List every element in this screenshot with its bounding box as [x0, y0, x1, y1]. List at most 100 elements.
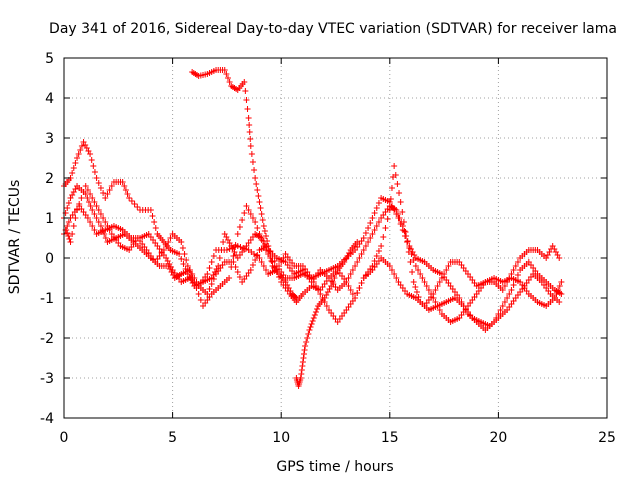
data-point: [417, 271, 424, 277]
data-point: [362, 230, 369, 236]
data-point: [387, 196, 394, 202]
data-point: [310, 315, 317, 321]
data-point: [367, 220, 374, 226]
data-point: [97, 223, 104, 229]
data-point: [260, 223, 267, 229]
data-point: [64, 230, 71, 236]
data-point: [358, 251, 365, 257]
x-tick-label: 15: [381, 430, 399, 446]
data-point: [234, 269, 241, 275]
data-point: [362, 243, 369, 249]
data-point: [375, 219, 382, 225]
data-point: [297, 375, 304, 381]
data-point: [298, 367, 305, 373]
data-point: [305, 331, 312, 337]
data-point: [262, 233, 269, 239]
data-point: [226, 275, 233, 281]
data-point: [223, 247, 230, 253]
data-point: [243, 203, 250, 209]
data-point: [421, 279, 428, 285]
data-point: [508, 287, 515, 293]
data-point: [551, 295, 558, 301]
data-point: [423, 283, 430, 289]
data-point: [72, 215, 79, 221]
data-point: [134, 204, 141, 210]
data-point: [354, 259, 361, 265]
data-point: [178, 239, 185, 245]
data-point: [392, 172, 399, 178]
data-point: [410, 257, 417, 263]
data-point: [345, 283, 352, 289]
data-point: [165, 239, 172, 245]
data-point: [176, 251, 183, 257]
data-point: [265, 243, 272, 249]
data-point: [314, 306, 321, 312]
data-point: [91, 211, 98, 217]
data-point: [349, 267, 356, 273]
data-point: [247, 211, 254, 217]
data-point: [95, 207, 102, 213]
data-point: [258, 259, 265, 265]
data-point: [243, 97, 250, 103]
data-point: [512, 263, 519, 269]
data-point: [260, 263, 267, 269]
data-point: [72, 160, 79, 166]
data-point: [391, 271, 398, 277]
data-point: [87, 203, 94, 209]
data-point: [395, 215, 402, 221]
data-point: [74, 207, 81, 213]
data-point: [397, 221, 404, 227]
data-point: [195, 291, 202, 297]
y-tick-label: 3: [45, 131, 54, 147]
data-point: [430, 291, 437, 297]
y-tick-label: -4: [40, 411, 54, 427]
data-point: [347, 271, 354, 277]
data-point: [106, 187, 113, 193]
data-point: [245, 115, 252, 121]
data-point: [373, 205, 380, 211]
data-point: [436, 279, 443, 285]
data-point: [93, 175, 100, 181]
data-point: [360, 247, 367, 253]
x-tick-label: 0: [60, 430, 69, 446]
series-track-f: [293, 239, 361, 389]
data-point: [149, 213, 156, 219]
data-point: [299, 359, 306, 365]
data-point: [236, 224, 243, 230]
data-point: [220, 239, 227, 245]
data-point: [367, 235, 374, 241]
data-point: [347, 287, 354, 293]
data-point: [323, 303, 330, 309]
axis-ticks: 0 5 10 15 20 25 -4 -3 -2 -1 0 1 2 3 4 5: [40, 51, 616, 446]
data-point: [131, 201, 138, 207]
data-point: [425, 287, 432, 293]
data-point: [409, 269, 416, 275]
data-point: [67, 239, 74, 245]
data-point: [88, 157, 95, 163]
data-point: [226, 246, 233, 252]
data-point: [89, 195, 96, 201]
x-tick-label: 20: [489, 430, 507, 446]
data-point: [307, 324, 314, 330]
data-point: [206, 286, 213, 292]
data-point: [186, 267, 193, 273]
data-point: [308, 321, 315, 327]
data-point: [302, 343, 309, 349]
data-point: [510, 282, 517, 288]
data-point: [183, 257, 190, 263]
data-point: [236, 274, 243, 280]
data-point: [181, 251, 188, 257]
data-point: [329, 279, 336, 285]
data-point: [64, 223, 71, 229]
data-point: [70, 223, 77, 229]
data-point: [311, 312, 318, 318]
data-point: [248, 151, 255, 157]
data-point: [252, 219, 259, 225]
data-point: [228, 264, 235, 270]
x-tick-label: 25: [598, 430, 616, 446]
data-point: [210, 253, 217, 259]
data-point: [394, 181, 401, 187]
data-point: [119, 179, 126, 185]
data-point: [167, 235, 174, 241]
